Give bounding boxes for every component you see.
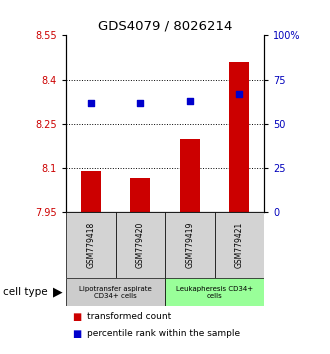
Bar	[214, 212, 264, 278]
Bar	[66, 212, 115, 278]
Bar	[165, 278, 264, 306]
Bar	[229, 62, 249, 212]
Text: percentile rank within the sample: percentile rank within the sample	[87, 329, 241, 338]
Point	[237, 91, 242, 97]
Text: ■: ■	[73, 329, 82, 339]
Bar	[66, 278, 165, 306]
Text: Lipotransfer aspirate
CD34+ cells: Lipotransfer aspirate CD34+ cells	[79, 286, 152, 298]
Text: ▶: ▶	[53, 286, 63, 298]
Text: cell type: cell type	[3, 287, 48, 297]
Text: GSM779419: GSM779419	[185, 222, 194, 268]
Bar	[165, 212, 214, 278]
Text: Leukapheresis CD34+
cells: Leukapheresis CD34+ cells	[176, 286, 253, 298]
Text: GSM779418: GSM779418	[86, 222, 95, 268]
Text: GSM779421: GSM779421	[235, 222, 244, 268]
Text: transformed count: transformed count	[87, 312, 172, 321]
Point	[187, 98, 192, 104]
Bar	[81, 171, 101, 212]
Point	[138, 100, 143, 105]
Text: GSM779420: GSM779420	[136, 222, 145, 268]
Text: GDS4079 / 8026214: GDS4079 / 8026214	[98, 19, 232, 33]
Bar	[130, 178, 150, 212]
Bar	[180, 139, 200, 212]
Text: ■: ■	[73, 312, 82, 322]
Point	[88, 100, 93, 105]
Bar	[115, 212, 165, 278]
